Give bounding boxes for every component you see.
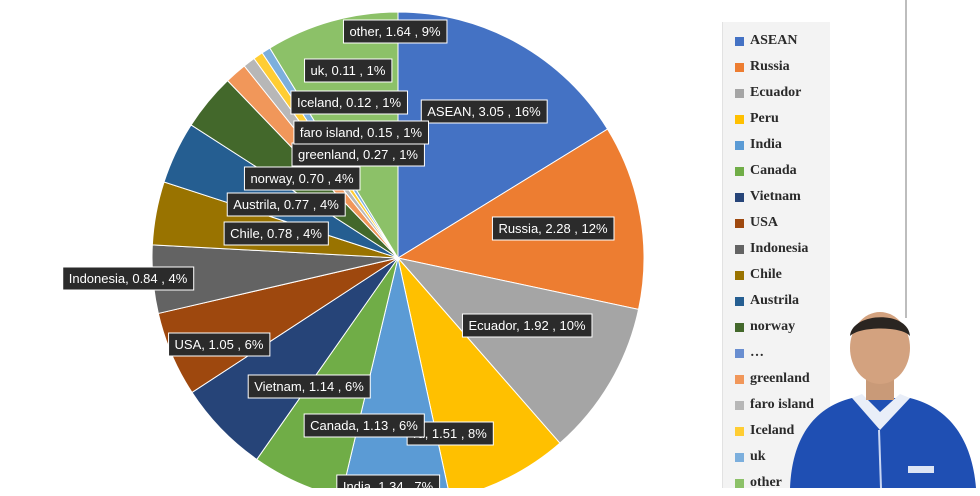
legend-item-asean: ASEAN — [723, 28, 830, 54]
data-label-russia: Russia, 2.28 , 12% — [491, 216, 615, 241]
legend-item-faro-island: faro island — [723, 392, 830, 418]
legend-label: … — [750, 345, 764, 360]
chart-legend: ASEAN Russia Ecuador Peru India Canada Vietnam… — [722, 22, 830, 490]
legend-item-peru: Peru — [723, 106, 830, 132]
legend-label: Canada — [750, 163, 797, 178]
svg-text:greenland, 0.27 , 1%: greenland, 0.27 , 1% — [298, 147, 418, 162]
legend-swatch — [735, 36, 744, 46]
svg-text:Canada, 1.13 , 6%: Canada, 1.13 , 6% — [310, 418, 418, 433]
data-label-other: other, 1.64 , 9% — [342, 19, 448, 44]
divider-line — [905, 0, 907, 318]
legend-label: Iceland — [750, 423, 795, 438]
data-label-austrila: Austrila, 0.77 , 4% — [226, 192, 346, 217]
data-label-faro-island: faro island, 0.15 , 1% — [293, 120, 429, 145]
legend-label: ASEAN — [750, 33, 798, 48]
legend-label: uk — [750, 449, 766, 464]
legend-item-iceland: Iceland — [723, 418, 830, 444]
legend-item-norway: norway — [723, 314, 830, 340]
data-label-norway: norway, 0.70 , 4% — [243, 166, 361, 191]
legend-label: greenland — [750, 371, 810, 386]
svg-text:Iceland, 0.12 , 1%: Iceland, 0.12 , 1% — [297, 95, 402, 110]
svg-text:faro island, 0.15 , 1%: faro island, 0.15 , 1% — [300, 125, 423, 140]
svg-text:USA, 1.05 , 6%: USA, 1.05 , 6% — [175, 337, 264, 352]
svg-text:other, 1.64 , 9%: other, 1.64 , 9% — [349, 24, 441, 39]
legend-swatch — [735, 400, 744, 410]
svg-text:Chile, 0.78 , 4%: Chile, 0.78 , 4% — [230, 226, 322, 241]
legend-item-vietnam: Vietnam — [723, 184, 830, 210]
legend-swatch — [735, 166, 744, 176]
data-label-iceland: Iceland, 0.12 , 1% — [290, 90, 408, 115]
legend-label: Russia — [750, 59, 790, 74]
legend-item-austrila: Austrila — [723, 288, 830, 314]
data-label-canada: Canada, 1.13 , 6% — [303, 413, 425, 438]
data-label-greenland: greenland, 0.27 , 1% — [291, 142, 425, 167]
legend-swatch — [735, 88, 744, 98]
svg-text:norway, 0.70 , 4%: norway, 0.70 , 4% — [250, 171, 354, 186]
legend-swatch — [735, 270, 744, 280]
pie-data-labels: ASEAN, 3.05 , 16% Russia, 2.28 , 12% Ecuad… — [62, 19, 615, 488]
legend-swatch — [735, 374, 744, 384]
pie-slice-ecuador — [396, 257, 640, 444]
legend-swatch — [735, 218, 744, 228]
legend-label: Vietnam — [750, 189, 801, 204]
presenter-video-overlay — [790, 312, 976, 488]
data-label-india: India, 1.34 , 7% — [336, 474, 441, 488]
legend-item-…: … — [723, 340, 830, 366]
legend-item-russia: Russia — [723, 54, 830, 80]
legend-item-other: other — [723, 470, 830, 496]
data-label-ecuador: Ecuador, 1.92 , 10% — [461, 313, 593, 338]
legend-item-india: India — [723, 132, 830, 158]
legend-label: Indonesia — [750, 241, 809, 256]
legend-item-uk: uk — [723, 444, 830, 470]
legend-item-chile: Chile — [723, 262, 830, 288]
data-label-uk: uk, 0.11 , 1% — [304, 58, 393, 83]
data-label-vietnam: Vietnam, 1.14 , 6% — [247, 374, 371, 399]
legend-item-canada: Canada — [723, 158, 830, 184]
legend-label: Chile — [750, 267, 782, 282]
data-label-indonesia: Indonesia, 0.84 , 4% — [62, 266, 195, 291]
svg-text:ASEAN, 3.05 , 16%: ASEAN, 3.05 , 16% — [427, 104, 541, 119]
legend-swatch — [735, 322, 744, 332]
legend-label: Austrila — [750, 293, 799, 308]
svg-text:India, 1.34 , 7%: India, 1.34 , 7% — [343, 479, 434, 488]
svg-text:ru, 1.51 , 8%: ru, 1.51 , 8% — [413, 426, 487, 441]
legend-label: India — [750, 137, 782, 152]
svg-text:Austrila, 0.77 , 4%: Austrila, 0.77 , 4% — [233, 197, 339, 212]
legend-swatch — [735, 478, 744, 488]
legend-swatch — [735, 140, 744, 150]
svg-text:Ecuador, 1.92 , 10%: Ecuador, 1.92 , 10% — [468, 318, 586, 333]
legend-label: USA — [750, 215, 779, 230]
legend-item-indonesia: Indonesia — [723, 236, 830, 262]
legend-swatch — [735, 62, 744, 72]
legend-label: norway — [750, 319, 796, 334]
legend-label: Ecuador — [750, 85, 802, 100]
svg-text:Russia, 2.28 , 12%: Russia, 2.28 , 12% — [498, 221, 608, 236]
legend-swatch — [735, 244, 744, 254]
legend-item-ecuador: Ecuador — [723, 80, 830, 106]
legend-swatch — [735, 296, 744, 306]
legend-item-usa: USA — [723, 210, 830, 236]
legend-swatch — [735, 452, 744, 462]
legend-item-greenland: greenland — [723, 366, 830, 392]
legend-swatch — [735, 348, 744, 358]
svg-text:Vietnam, 1.14 , 6%: Vietnam, 1.14 , 6% — [254, 379, 364, 394]
data-label-usa: USA, 1.05 , 6% — [168, 332, 271, 357]
pie-slice-asean — [397, 11, 609, 259]
legend-swatch — [735, 114, 744, 124]
legend-swatch — [735, 426, 744, 436]
legend-label: Peru — [750, 111, 779, 126]
legend-swatch — [735, 192, 744, 202]
data-label-asean: ASEAN, 3.05 , 16% — [420, 99, 548, 124]
svg-text:Indonesia, 0.84 , 4%: Indonesia, 0.84 , 4% — [69, 271, 188, 286]
legend-label: other — [750, 475, 782, 490]
data-label-chile: Chile, 0.78 , 4% — [223, 221, 329, 246]
legend-label: faro island — [750, 397, 814, 412]
svg-text:uk, 0.11 , 1%: uk, 0.11 , 1% — [311, 63, 386, 78]
